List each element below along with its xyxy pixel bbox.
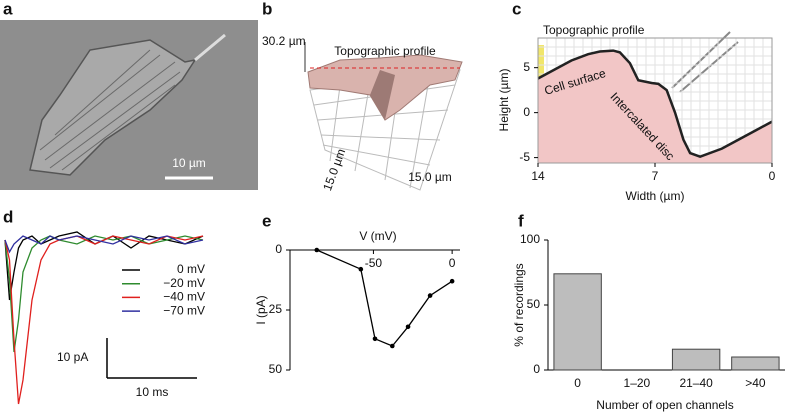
- y-tick-label: 0: [533, 362, 540, 376]
- y-tick-label: 0: [275, 242, 282, 256]
- panel-label: f: [518, 211, 524, 230]
- point: [427, 293, 433, 298]
- x-tick-label: 1–20: [624, 376, 651, 390]
- x-axis-label: Number of open channels: [596, 398, 733, 412]
- scale-bar-label: 10 pA: [57, 350, 88, 364]
- point: [449, 278, 455, 284]
- y-tick-label: 50: [527, 297, 541, 311]
- surface-shade: [370, 70, 395, 120]
- striations: [39, 49, 181, 171]
- x-tick-label: 21–40: [679, 376, 713, 390]
- profile-line: [537, 49, 773, 159]
- trace: [4, 235, 204, 254]
- y-tick-label: 0: [523, 105, 530, 119]
- panel-label: d: [3, 207, 13, 226]
- legend-label: −20 mV: [163, 276, 205, 290]
- trace: [4, 231, 204, 301]
- point: [372, 336, 378, 342]
- pipette: [194, 33, 226, 62]
- marker: [538, 45, 544, 80]
- y-axis-label: % of recordings: [512, 263, 526, 346]
- legend-label: −40 mV: [163, 290, 205, 304]
- scale-bar-label: 10 µm: [172, 156, 206, 170]
- x-tick-label: 0: [449, 256, 456, 270]
- x-tick-label: 14: [531, 169, 545, 183]
- profile-label: Topographic profile: [334, 44, 436, 58]
- iv-curve: [316, 249, 453, 347]
- panel-label: c: [512, 0, 521, 18]
- width-label: 15.0 µm: [320, 147, 348, 193]
- point: [358, 266, 364, 272]
- height-label: 30.2 µm: [262, 34, 306, 48]
- panel-label: b: [262, 0, 272, 18]
- panel-label: a: [3, 0, 13, 18]
- trace: [4, 235, 204, 405]
- x-axis-label: V (mV): [359, 229, 396, 243]
- cell: [29, 39, 197, 176]
- area: [538, 50, 772, 163]
- y-axis-label: I (pA): [254, 295, 268, 324]
- panel-label: e: [262, 211, 271, 230]
- legend-label: −70 mV: [163, 303, 205, 317]
- point: [390, 343, 395, 349]
- x-tick-label: 0: [574, 376, 581, 390]
- y-tick-label: 100: [520, 232, 540, 246]
- bar: [553, 273, 602, 371]
- scale-bar-label: 10 ms: [136, 385, 169, 399]
- point: [314, 247, 320, 253]
- x-tick-label: -50: [365, 256, 383, 270]
- chart-title: Topographic profile: [543, 23, 645, 37]
- y-tick-label: 25: [269, 302, 283, 316]
- x-tick-label: >40: [745, 376, 766, 390]
- y-axis-label: Height (µm): [497, 69, 511, 132]
- bar: [731, 356, 780, 371]
- x-tick-label: 0: [769, 169, 776, 183]
- y-tick-label: 50: [269, 362, 283, 376]
- y-tick-label: -5: [519, 150, 530, 164]
- legend-label: 0 mV: [177, 262, 205, 276]
- bar: [671, 348, 721, 371]
- width-label: 15.0 µm: [408, 170, 452, 184]
- x-tick-label: 7: [652, 169, 659, 183]
- x-axis-label: Width (µm): [626, 189, 685, 203]
- point: [405, 324, 411, 330]
- y-tick-label: 5: [523, 60, 530, 74]
